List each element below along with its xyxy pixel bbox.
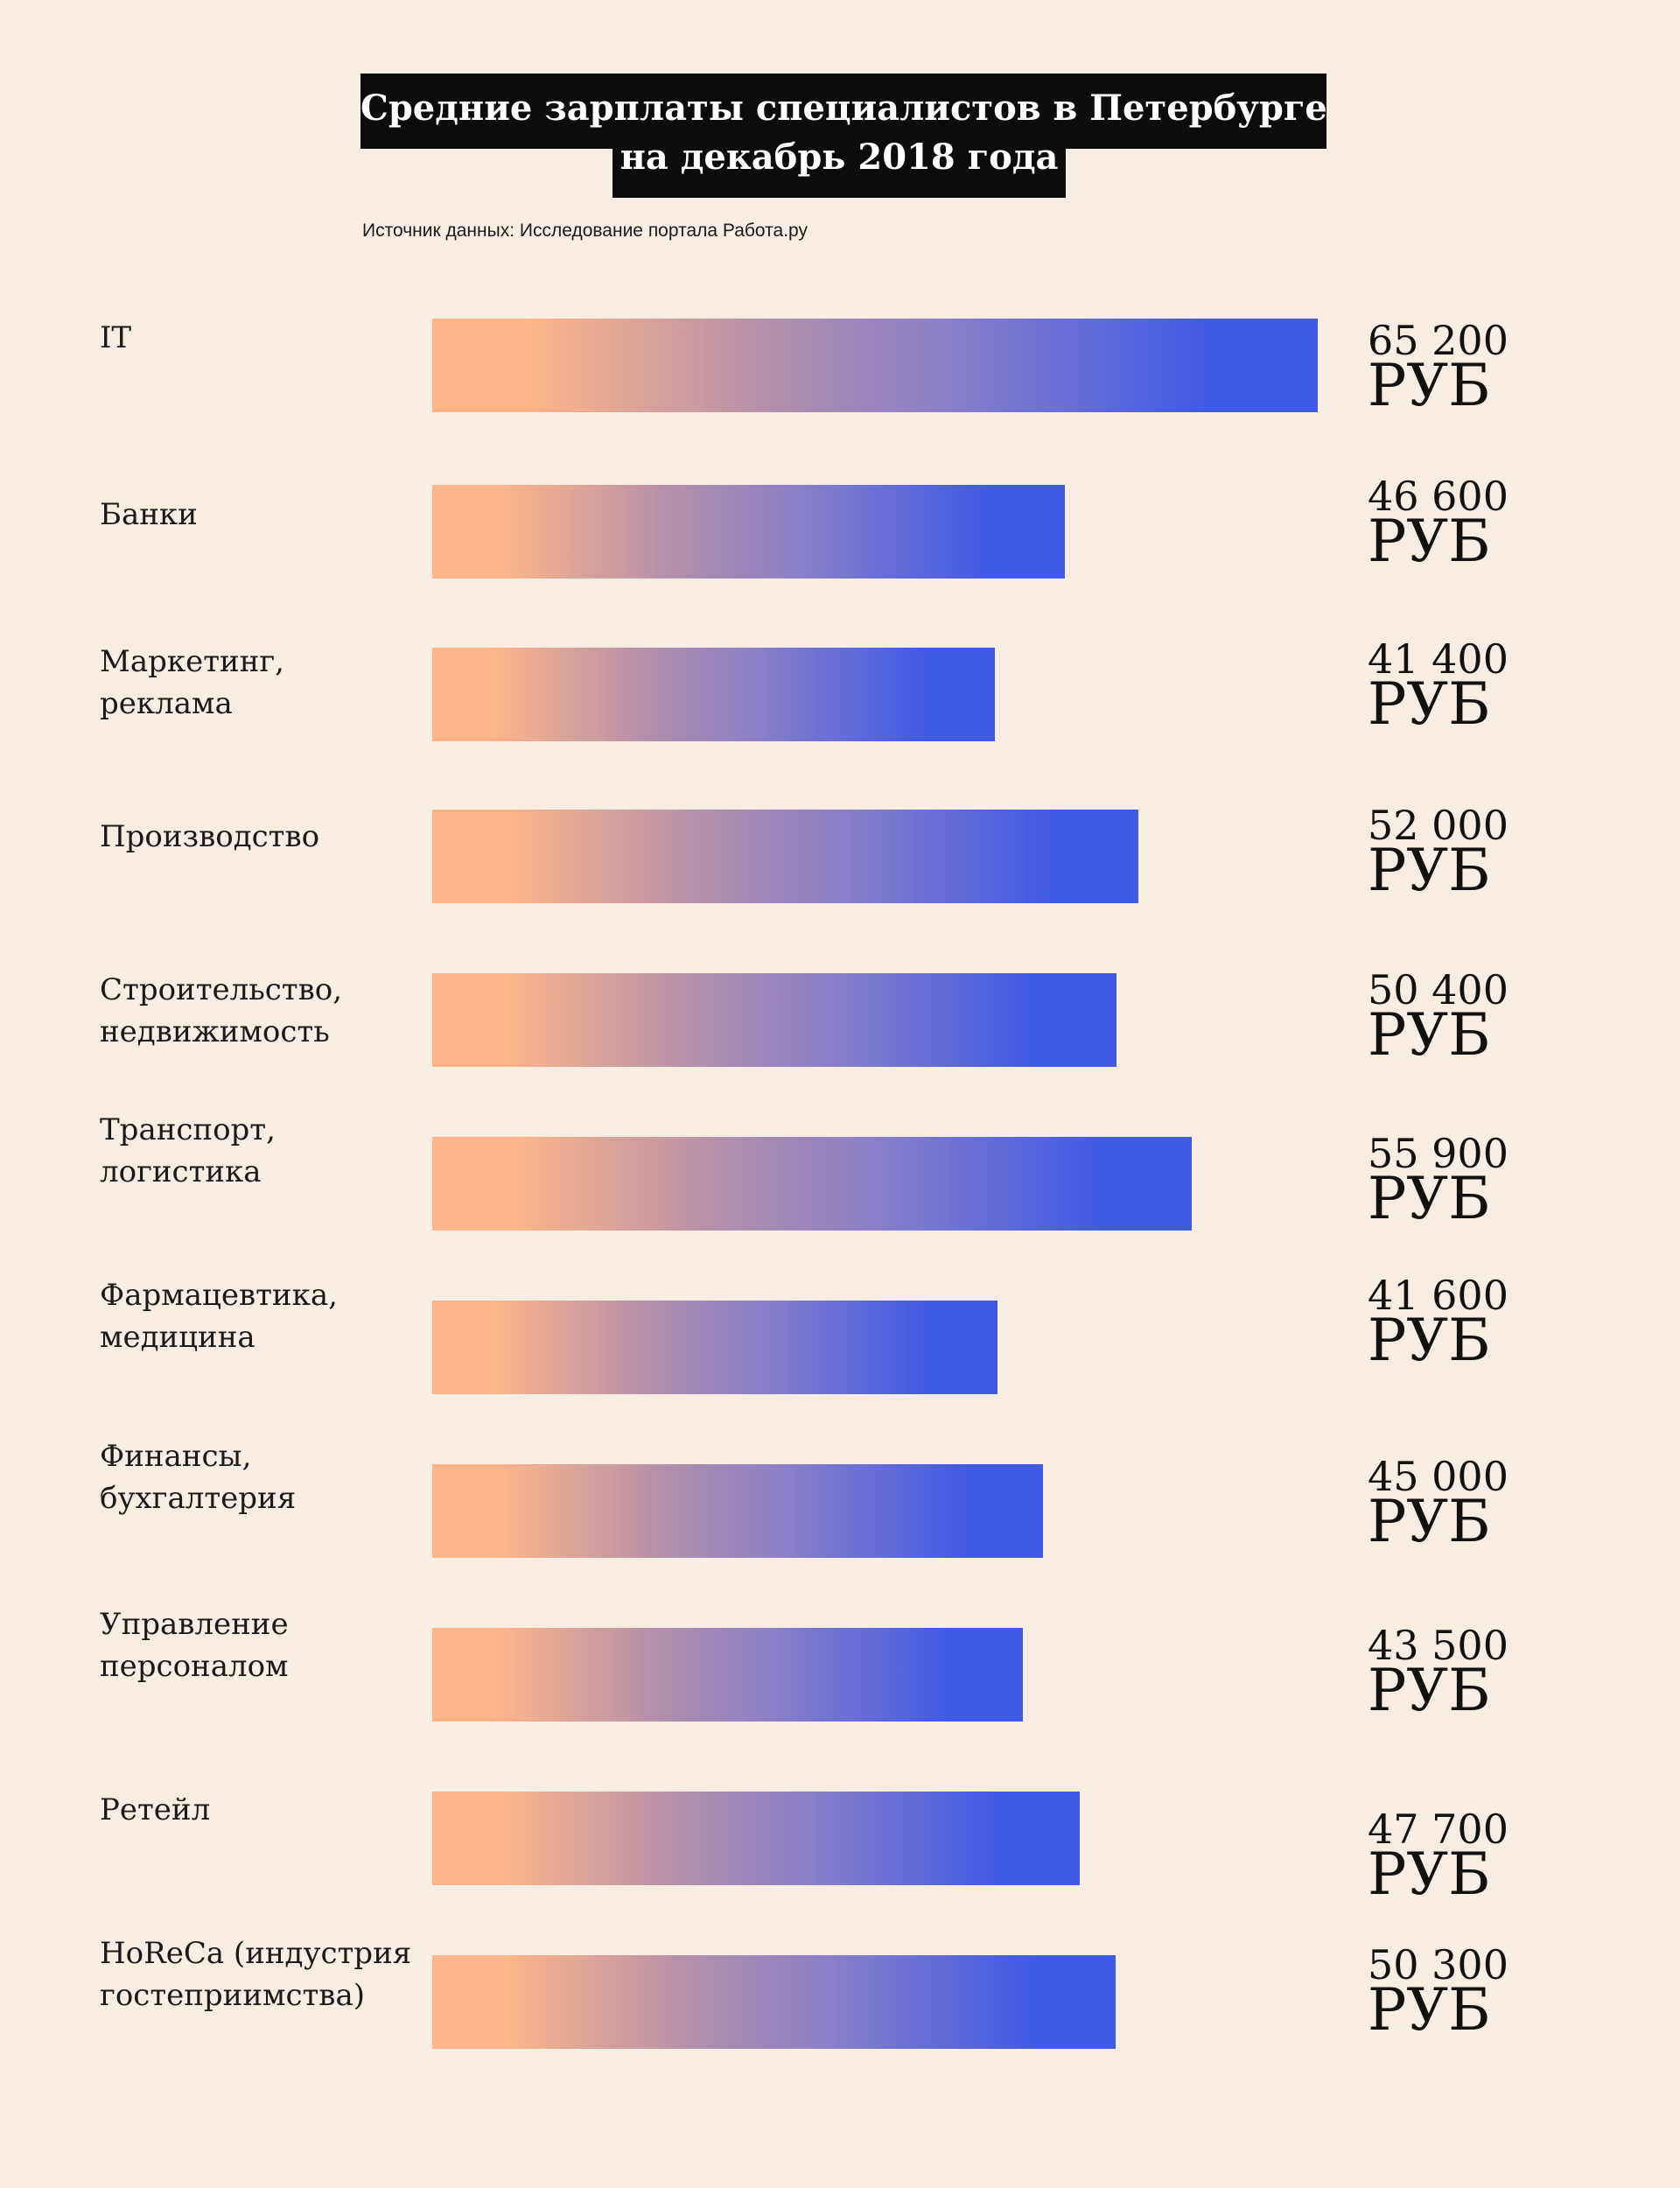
salary-bar xyxy=(432,1955,1116,2049)
category-label: Маркетинг, реклама xyxy=(100,644,284,721)
value-label: 45 000 РУБ xyxy=(1368,1456,1508,1551)
value-unit: РУБ xyxy=(1368,1976,1491,2044)
value-number: 50 400 xyxy=(1368,966,1508,1013)
salary-bar xyxy=(432,1464,1043,1558)
category-label: Производство xyxy=(100,819,320,854)
category-label: Транспорт, логистика xyxy=(100,1112,276,1189)
value-unit: РУБ xyxy=(1368,1165,1491,1232)
category-label: Ретейл xyxy=(100,1792,211,1827)
value-number: 52 000 xyxy=(1368,802,1508,849)
value-label: 52 000 РУБ xyxy=(1368,805,1508,900)
value-number: 47 700 xyxy=(1368,1806,1508,1853)
value-unit: РУБ xyxy=(1368,508,1491,575)
value-label: 43 500 РУБ xyxy=(1368,1625,1508,1720)
value-unit: РУБ xyxy=(1368,1307,1491,1374)
value-unit: РУБ xyxy=(1368,1001,1491,1069)
value-unit: РУБ xyxy=(1368,1841,1491,1908)
value-unit: РУБ xyxy=(1368,352,1491,419)
data-source-note: Источник данных: Исследование портала Ра… xyxy=(362,221,808,241)
value-number: 50 300 xyxy=(1368,1941,1508,1988)
value-label: 46 600 РУБ xyxy=(1368,476,1508,571)
category-label: IT xyxy=(100,320,132,355)
value-number: 65 200 xyxy=(1368,317,1508,364)
salary-bar xyxy=(432,648,995,741)
value-unit: РУБ xyxy=(1368,670,1491,738)
category-label: Банки xyxy=(100,497,198,532)
salary-bar xyxy=(432,1628,1023,1722)
category-label: Управление персоналом xyxy=(100,1607,289,1684)
salary-bar xyxy=(432,319,1318,412)
chart-title-line-1: Средние зарплаты специалистов в Петербур… xyxy=(360,74,1327,149)
value-label: 41 400 РУБ xyxy=(1368,639,1508,733)
value-number: 46 600 xyxy=(1368,473,1508,520)
category-label: Строительство, недвижимость xyxy=(100,972,343,1049)
value-unit: РУБ xyxy=(1368,837,1491,904)
salary-bar xyxy=(432,1301,998,1394)
value-label: 55 900 РУБ xyxy=(1368,1133,1508,1228)
value-number: 45 000 xyxy=(1368,1453,1508,1500)
value-unit: РУБ xyxy=(1368,1488,1491,1555)
value-label: 50 400 РУБ xyxy=(1368,970,1508,1064)
category-label: HoReCa (индустрия гостеприимства) xyxy=(100,1936,412,2013)
value-number: 55 900 xyxy=(1368,1130,1508,1177)
value-label: 41 600 РУБ xyxy=(1368,1275,1508,1370)
salary-bar xyxy=(432,810,1138,903)
value-number: 41 600 xyxy=(1368,1272,1508,1319)
value-unit: РУБ xyxy=(1368,1657,1491,1724)
value-number: 41 400 xyxy=(1368,635,1508,683)
value-label: 47 700 РУБ xyxy=(1368,1809,1508,1904)
salary-bar xyxy=(432,485,1065,579)
value-number: 43 500 xyxy=(1368,1622,1508,1669)
salary-bar xyxy=(432,1792,1080,1885)
salary-bar xyxy=(432,973,1116,1067)
chart-title-line-2: на декабрь 2018 года xyxy=(612,131,1066,198)
salary-bar xyxy=(432,1137,1192,1231)
category-label: Фармацевтика, медицина xyxy=(100,1278,338,1355)
value-label: 65 200 РУБ xyxy=(1368,320,1508,415)
value-label: 50 300 РУБ xyxy=(1368,1945,1508,2039)
category-label: Финансы, бухгалтерия xyxy=(100,1439,297,1516)
